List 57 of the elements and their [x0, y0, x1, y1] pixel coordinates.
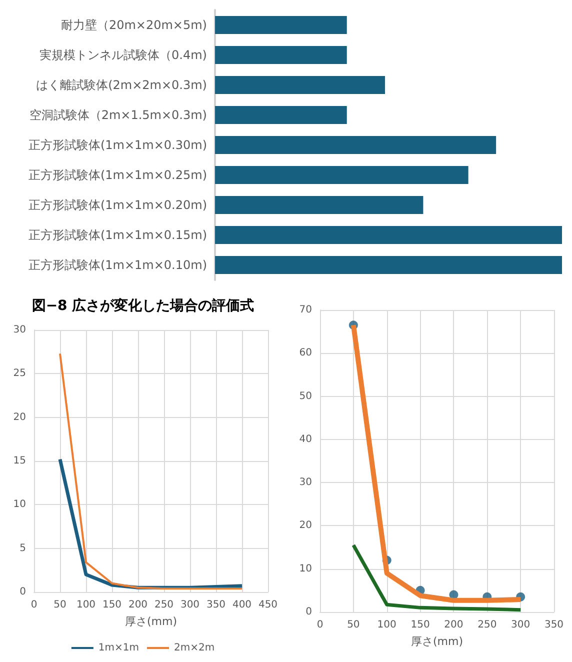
bar [215, 16, 347, 34]
y-tick-label: 60 [299, 348, 312, 359]
x-tick-label: 150 [410, 620, 430, 630]
bar [215, 136, 496, 154]
y-tick-label: 実規模トンネル試験体（0.4m) [40, 48, 207, 62]
y-tick-label: 20 [299, 520, 312, 532]
y-tick-label: 正方形試験体(1m×1m×0.20m) [28, 198, 207, 212]
y-tick-label: 10 [299, 563, 312, 574]
y-tick-label: 5 [20, 542, 26, 554]
x-tick-label: 100 [377, 620, 396, 630]
y-tick-label: 0 [306, 606, 312, 618]
x-tick-label: 250 [478, 620, 497, 630]
x-tick-label: 350 [206, 600, 226, 610]
y-tick-label: 正方形試験体(1m×1m×0.10m) [28, 258, 207, 272]
y-tick-label: 空洞試験体（2m×1.5m×0.3m) [29, 108, 207, 122]
legend-label: 1m×1m [98, 642, 140, 654]
legend-label: 2m×2m [174, 642, 215, 654]
line-series [352, 543, 522, 612]
x-tick-label: 50 [347, 620, 360, 630]
y-tick-label: 25 [13, 368, 26, 380]
chart-title: 図−8 広さが変化した場合の評価式 [32, 297, 254, 314]
x-axis-title: 厚さ(mm) [124, 615, 178, 628]
y-tick-label: 20 [13, 412, 26, 423]
x-tick-label: 450 [258, 600, 278, 610]
bar [215, 196, 424, 214]
x-tick-label: 50 [54, 600, 66, 610]
y-tick-label: 30 [299, 477, 312, 488]
bar [215, 46, 347, 64]
x-tick-label: 250 [154, 600, 174, 610]
x-tick-label: 150 [102, 600, 122, 610]
bar [215, 256, 562, 274]
x-tick-label: 200 [444, 620, 464, 630]
y-tick-label: 正方形試験体(1m×1m×0.15m) [28, 228, 207, 242]
x-tick-label: 300 [511, 620, 530, 630]
bar [215, 166, 468, 184]
bar [215, 76, 386, 94]
y-tick-label: 40 [299, 434, 312, 445]
y-tick-label: 15 [13, 456, 26, 466]
y-tick-label: 0 [20, 586, 26, 598]
x-tick-label: 400 [232, 600, 252, 610]
bar [215, 106, 347, 124]
x-axis-title: 厚さ(mm) [410, 635, 464, 648]
x-tick-label: 300 [180, 600, 200, 610]
line-series [59, 352, 243, 590]
y-tick-label: 30 [13, 324, 26, 336]
bar [215, 226, 562, 244]
y-tick-label: 70 [299, 304, 312, 316]
x-tick-label: 200 [128, 600, 148, 610]
y-tick-label: 正方形試験体(1m×1m×0.30m) [28, 138, 207, 152]
y-tick-label: 耐力壁（20m×20m×5m) [60, 18, 207, 32]
x-tick-label: 0 [316, 620, 324, 630]
x-tick-label: 100 [76, 600, 96, 610]
y-tick-label: 10 [13, 499, 26, 510]
x-tick-label: 350 [544, 620, 564, 630]
y-tick-label: 50 [299, 390, 312, 402]
y-tick-label: 正方形試験体(1m×1m×0.25m) [28, 168, 207, 182]
y-tick-label: はく離試験体(2m×2m×0.3m) [36, 78, 207, 92]
